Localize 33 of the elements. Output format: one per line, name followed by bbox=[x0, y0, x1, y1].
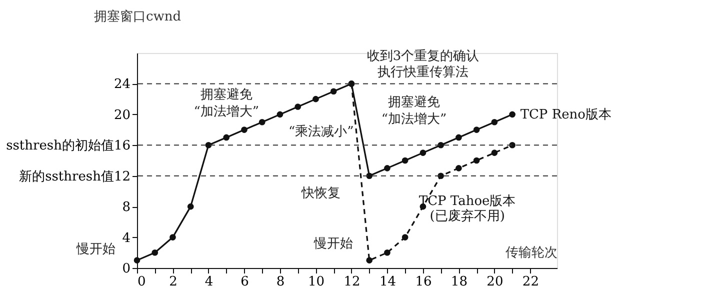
y-tick-label: 8 bbox=[122, 200, 130, 216]
annotation: “加法增大” bbox=[381, 112, 447, 128]
y-tick-label: 4 bbox=[122, 230, 130, 246]
x-tick-label: 16 bbox=[415, 274, 432, 290]
y-tick-label: 新的ssthresh值12 bbox=[19, 169, 130, 184]
x-tick-label: 12 bbox=[344, 274, 360, 290]
x-tick-label: 14 bbox=[379, 274, 396, 290]
y-axis-title: 拥塞窗口cwnd bbox=[94, 8, 182, 24]
series-label: TCP Tahoe版本 (已废弃不用) bbox=[418, 194, 516, 224]
x-tick-label: 0 bbox=[138, 274, 146, 290]
y-tick-label: 24 bbox=[114, 77, 130, 92]
x-tick-label: 10 bbox=[308, 274, 324, 290]
annotation: 收到3个重复的确认 bbox=[366, 49, 480, 64]
x-tick-label: 4 bbox=[204, 274, 214, 290]
y-tick-label: 20 bbox=[114, 108, 130, 123]
x-axis-title: 传输轮次 bbox=[506, 246, 558, 260]
annotation: 拥塞避免 bbox=[200, 86, 252, 102]
annotation: 执行快重传算法 bbox=[377, 65, 468, 80]
text: 慢开始 bbox=[75, 242, 116, 257]
y-tick-label: 0 bbox=[122, 262, 130, 276]
x-tick-label: 8 bbox=[276, 274, 285, 290]
x-tick-label: 20 bbox=[486, 274, 504, 290]
x-tick-label: 18 bbox=[450, 274, 468, 290]
y-tick-label: ssthresh的初始值16 bbox=[6, 138, 130, 154]
annotation: “乘法减小” bbox=[288, 124, 354, 140]
annotation: 拥塞避免 bbox=[388, 94, 440, 110]
x-tick-label: 6 bbox=[240, 274, 249, 290]
x-tick-label: 2 bbox=[169, 274, 178, 290]
x-tick-label: 22 bbox=[522, 274, 539, 290]
annotation: 慢开始 bbox=[313, 236, 354, 252]
annotation: 快恢复 bbox=[300, 186, 341, 201]
series-label: TCP Reno版本 bbox=[520, 107, 612, 122]
annotation: “加法增大” bbox=[194, 104, 260, 120]
